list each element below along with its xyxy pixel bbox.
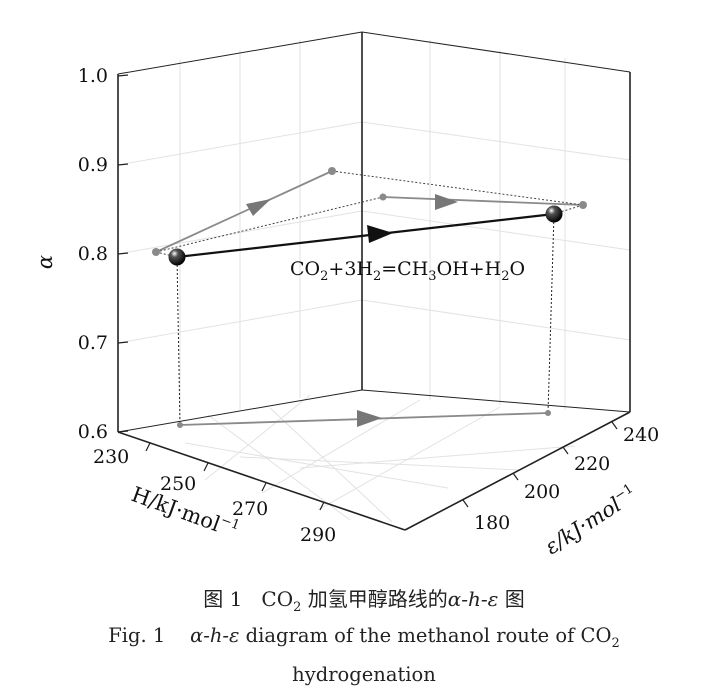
grid-back-left-wall bbox=[117, 40, 363, 420]
projection-arrow-alpha-eps bbox=[435, 194, 458, 210]
figure-caption-chinese: 图 1 CO2 加氢甲醇路线的α-h-ε 图 bbox=[0, 583, 728, 615]
figure-caption-english: Fig. 1 α-h-ε diagram of the methanol rou… bbox=[0, 620, 728, 690]
epsilon-tick-label: 220 bbox=[574, 453, 610, 475]
projection-point bbox=[379, 193, 387, 201]
reactant-state-point bbox=[168, 248, 186, 266]
alpha-tick-label: 1.0 bbox=[78, 65, 108, 87]
projection-lines bbox=[155, 170, 584, 426]
caption-en-axes: α-h-ε bbox=[190, 624, 240, 647]
projection-point bbox=[545, 410, 551, 416]
h-tick-label: 250 bbox=[160, 473, 196, 495]
projection-point bbox=[579, 201, 587, 209]
caption-cn-axes: α-h-ε bbox=[447, 587, 499, 611]
caption-cn-fig: 图 1 bbox=[203, 587, 243, 611]
reaction-path-line bbox=[176, 212, 555, 259]
caption-en-line2: hydrogenation bbox=[292, 662, 436, 686]
epsilon-axis-ticks bbox=[462, 421, 618, 508]
reaction-path-arrow bbox=[367, 225, 393, 243]
frame-box bbox=[117, 31, 631, 531]
caption-cn-end: 图 bbox=[498, 587, 525, 611]
projection-arrow-floor bbox=[357, 410, 382, 427]
h-tick-label: 270 bbox=[232, 498, 268, 520]
caption-en-fig: Fig. 1 bbox=[108, 624, 166, 647]
reaction-equation: CO2+3H2=CH3OH+H2O bbox=[290, 258, 525, 284]
product-state-point bbox=[545, 205, 563, 223]
projection-point bbox=[177, 422, 183, 428]
projection-point bbox=[328, 167, 336, 175]
projection-arrow-alpha-h bbox=[246, 199, 271, 216]
caption-en-text: diagram of the methanol route of CO bbox=[239, 624, 612, 647]
projection-points bbox=[152, 167, 587, 428]
alpha-tick-label: 0.7 bbox=[78, 332, 108, 354]
projection-point bbox=[152, 248, 160, 256]
h-tick-label: 290 bbox=[300, 524, 336, 546]
caption-cn-co: CO bbox=[261, 587, 294, 611]
alpha-tick-label: 0.6 bbox=[78, 421, 108, 443]
alpha-axis-title: α bbox=[33, 255, 57, 269]
grid-back-right-wall bbox=[361, 40, 631, 410]
epsilon-tick-label: 240 bbox=[623, 424, 659, 446]
caption-en-sub: 2 bbox=[611, 635, 620, 651]
h-axis-ticks bbox=[145, 442, 325, 511]
grid-floor bbox=[184, 394, 576, 523]
epsilon-tick-label: 180 bbox=[474, 512, 510, 534]
h-tick-label: 230 bbox=[93, 446, 129, 468]
alpha-tick-label: 0.8 bbox=[78, 243, 108, 265]
projection-arrows bbox=[246, 194, 458, 427]
alpha-tick-label: 0.9 bbox=[78, 154, 108, 176]
epsilon-tick-label: 200 bbox=[524, 481, 560, 503]
alpha-axis-ticks bbox=[117, 74, 129, 433]
caption-cn-sub: 2 bbox=[293, 600, 302, 615]
caption-cn-text: 加氢甲醇路线的 bbox=[301, 587, 448, 611]
